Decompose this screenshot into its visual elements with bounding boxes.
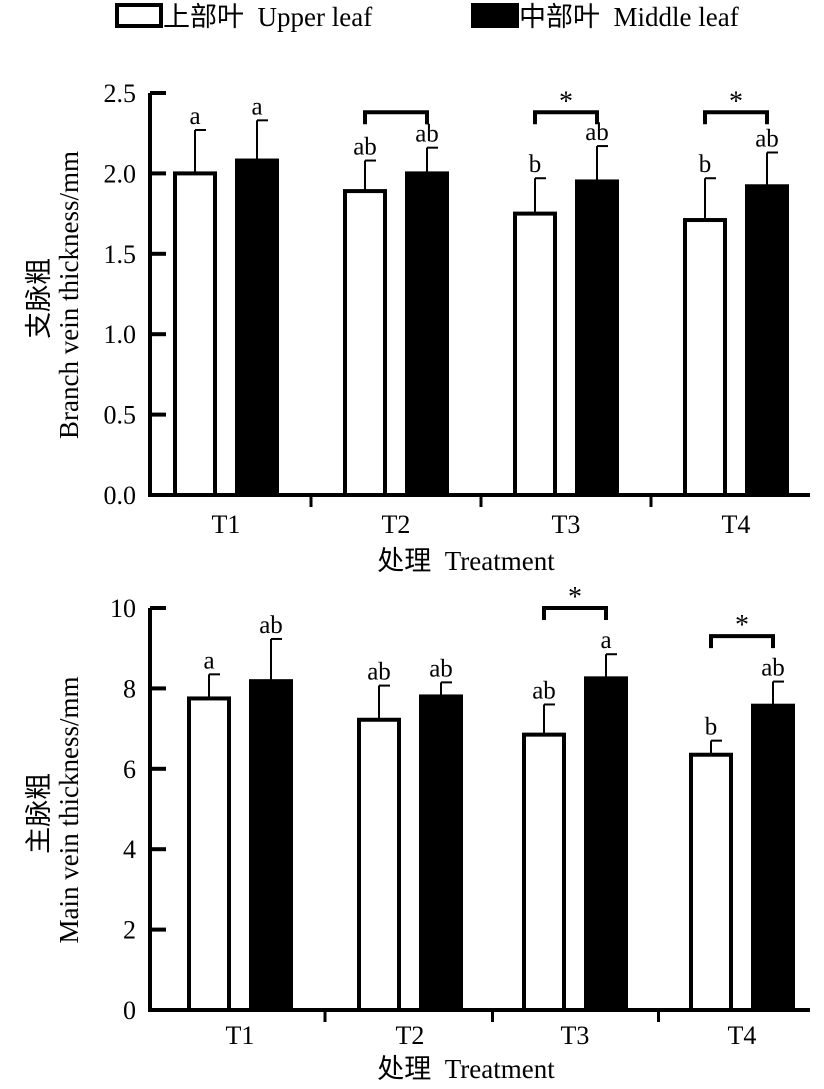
y-tick-label: 2.0 [104,159,137,188]
chart-main-vein: 主脉粗 Main vein thickness/mm 处理 Treatment … [24,582,810,1084]
y-axis-label-cn: 支脉粗 [24,258,54,339]
y-axis-label-cn: 主脉粗 [24,773,54,854]
significance-label: ab [415,121,439,148]
legend-label-upper: 上部叶 Upper leaf [163,2,372,32]
bar-upper [522,732,566,1012]
significance-star: * [729,86,743,117]
y-axis-label: 主脉粗 Main vein thickness/mm [24,677,84,944]
chart-branch-vein: 支脉粗 Branch vein thickness/mm 处理 Treatmen… [24,79,810,576]
legend-swatch-middle [471,3,519,28]
significance-label: b [529,151,542,178]
bar-middle [745,184,789,497]
legend-swatch-upper [115,3,163,28]
x-tick-label: T4 [728,1021,757,1050]
y-axis-label-en: Main vein thickness/mm [54,677,84,944]
significance-label: a [251,93,262,120]
y-tick-label: 4 [123,835,136,864]
y-axis-label-en: Branch vein thickness/mm [54,151,84,439]
bar-middle [235,158,279,497]
x-axis-label: 处理 Treatment [377,546,555,576]
comparison-bracket [542,606,608,620]
x-axis-label: 处理 Treatment [377,1054,555,1084]
significance-label: ab [367,659,391,686]
comparison-bracket [363,110,429,125]
x-tick-label: T1 [212,510,241,539]
bar-middle [584,676,628,1012]
comparison-bracket [533,110,599,125]
bar-upper [683,218,727,497]
significance-label: a [189,103,200,130]
legend-label-middle: 中部叶 Middle leaf [519,2,739,32]
significance-label: b [699,151,712,178]
significance-label: ab [353,134,377,161]
x-tick-label: T4 [722,510,751,539]
bar-upper [513,211,557,497]
y-tick-label: 0.5 [104,401,137,430]
bar-upper [343,189,387,497]
bar-upper [173,171,217,497]
y-tick-label: 1.5 [104,240,137,269]
y-tick-label: 2.5 [104,79,137,108]
significance-label: ab [259,612,283,639]
bar-upper [187,696,231,1012]
y-axis-label: 支脉粗 Branch vein thickness/mm [24,151,84,439]
significance-label: a [203,647,214,674]
significance-label: ab [429,655,453,682]
bar-upper [357,717,401,1012]
y-tick-label: 0 [123,996,136,1025]
legend: 上部叶 Upper leaf 中部叶 Middle leaf [115,2,739,32]
significance-star: * [568,582,582,613]
bar-middle [405,171,449,497]
y-tick-label: 6 [123,755,136,784]
x-tick-label: T3 [561,1021,590,1050]
bar-middle [249,679,293,1012]
bar-middle [575,179,619,497]
y-tick-label: 10 [110,594,136,623]
x-tick-label: T2 [382,510,411,539]
comparison-bracket [703,110,769,125]
significance-label: ab [761,655,785,682]
significance-label: a [600,627,611,654]
y-tick-label: 0.0 [104,481,137,510]
y-tick-label: 2 [123,916,136,945]
x-tick-label: T1 [226,1021,255,1050]
significance-label: ab [585,119,609,146]
significance-star: * [559,86,573,117]
bar-middle [751,703,795,1012]
y-tick-label: 8 [123,674,136,703]
comparison-bracket [709,634,775,649]
bar-upper [689,752,733,1012]
x-tick-label: T3 [552,510,581,539]
bar-middle [419,694,463,1012]
significance-label: ab [532,677,556,704]
x-tick-label: T2 [396,1021,425,1050]
significance-star: * [735,610,749,641]
significance-label: ab [755,125,779,152]
y-tick-label: 1.0 [104,320,137,349]
significance-label: b [705,714,718,741]
